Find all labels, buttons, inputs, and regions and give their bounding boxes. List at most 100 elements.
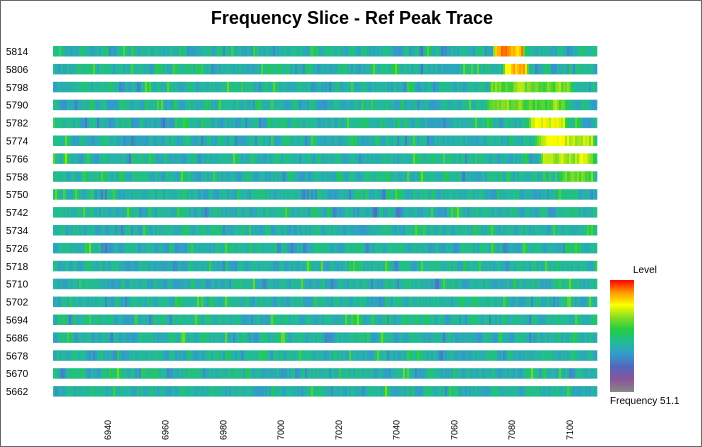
heatmap-cell: [257, 117, 260, 129]
heatmap-cell: [277, 296, 280, 308]
heatmap-cell: [189, 117, 192, 129]
heatmap-cell: [525, 314, 528, 325]
heatmap-cell: [327, 153, 330, 164]
heatmap-cell: [361, 332, 364, 343]
heatmap-cell: [161, 314, 164, 325]
heatmap-cell: [257, 332, 260, 343]
heatmap-cell: [395, 81, 398, 93]
heatmap-cell: [173, 171, 176, 182]
heatmap-cell: [141, 225, 144, 236]
heatmap-cell: [191, 135, 194, 146]
heatmap-cell: [369, 242, 372, 254]
heatmap-cell: [437, 99, 440, 111]
heatmap-cell: [61, 242, 64, 254]
heatmap-cell: [293, 296, 296, 308]
heatmap-cell: [501, 81, 504, 93]
heatmap-cell: [149, 350, 152, 361]
heatmap-cell: [349, 81, 352, 93]
heatmap-cell: [273, 260, 276, 272]
heatmap-cell: [159, 314, 162, 325]
heatmap-cell: [195, 296, 198, 308]
heatmap-cell: [461, 171, 464, 182]
heatmap-cell: [337, 314, 340, 325]
heatmap-cell: [545, 296, 548, 308]
heatmap-cell: [223, 207, 226, 218]
heatmap-cell: [293, 242, 296, 254]
heatmap-cell: [355, 117, 358, 129]
heatmap-cell: [503, 189, 506, 200]
heatmap-cell: [313, 81, 316, 93]
heatmap-cell: [529, 171, 532, 182]
heatmap-cell: [397, 225, 400, 236]
heatmap-cell: [407, 171, 410, 182]
heatmap-cell: [149, 314, 152, 325]
heatmap-cell: [445, 171, 448, 182]
heatmap-cell: [107, 99, 110, 111]
heatmap-cell: [129, 46, 132, 57]
heatmap-cell: [319, 260, 322, 272]
heatmap-cell: [209, 135, 212, 146]
heatmap-cell: [457, 189, 460, 200]
heatmap-cell: [407, 153, 410, 164]
heatmap-cell: [347, 296, 350, 308]
heatmap-cell: [395, 99, 398, 111]
heatmap-cell: [363, 278, 366, 290]
heatmap-cell: [173, 99, 176, 111]
heatmap-cell: [525, 153, 528, 164]
heatmap-cell: [97, 171, 100, 182]
heatmap-cell: [447, 117, 450, 129]
heatmap-cell: [89, 278, 92, 290]
heatmap-cell: [359, 135, 362, 146]
heatmap-cell: [389, 81, 392, 93]
heatmap-cell: [161, 153, 164, 164]
heatmap-cell: [289, 63, 292, 75]
heatmap-cell: [95, 99, 98, 111]
heatmap-cell: [343, 189, 346, 200]
heatmap-cell: [341, 153, 344, 164]
heatmap-cell: [499, 350, 502, 361]
heatmap-cell: [367, 189, 370, 200]
heatmap-cell: [323, 46, 326, 57]
heatmap-cell: [125, 225, 128, 236]
heatmap-cell: [577, 314, 580, 325]
heatmap-cell: [441, 171, 444, 182]
heatmap-cell: [199, 63, 202, 75]
heatmap-cell: [589, 117, 592, 129]
heatmap-cell: [467, 63, 470, 75]
heatmap-cell: [433, 350, 436, 361]
heatmap-cell: [215, 207, 218, 218]
heatmap-cell: [251, 350, 254, 361]
heatmap-cell: [167, 225, 170, 236]
heatmap-cell: [559, 350, 562, 361]
heatmap-cell: [97, 63, 100, 75]
heatmap-cell: [319, 278, 322, 290]
heatmap-cell: [555, 260, 558, 272]
heatmap-cell: [405, 332, 408, 343]
heatmap-cell: [211, 278, 214, 290]
heatmap-cell: [311, 242, 314, 254]
heatmap-cell: [181, 242, 184, 254]
heatmap-cell: [261, 278, 264, 290]
heatmap-cell: [445, 99, 448, 111]
heatmap-cell: [241, 189, 244, 200]
heatmap-cell: [113, 368, 116, 379]
heatmap-cell: [491, 99, 494, 111]
heatmap-cell: [577, 135, 580, 146]
heatmap-cell: [443, 117, 446, 129]
heatmap-cell: [197, 46, 200, 57]
heatmap-cell: [511, 171, 514, 182]
heatmap-cell: [69, 332, 72, 343]
heatmap-cell: [225, 225, 228, 236]
heatmap-cell: [401, 242, 404, 254]
heatmap-cell: [495, 296, 498, 308]
heatmap-cell: [163, 242, 166, 254]
heatmap-cell: [329, 207, 332, 218]
heatmap-cell: [305, 171, 308, 182]
heatmap-cell: [575, 296, 578, 308]
heatmap-row-5678: [53, 350, 598, 361]
heatmap-cell: [221, 171, 224, 182]
heatmap-cell: [573, 153, 576, 164]
heatmap-cell: [391, 153, 394, 164]
heatmap-cell: [591, 278, 594, 290]
heatmap-cell: [493, 99, 496, 111]
